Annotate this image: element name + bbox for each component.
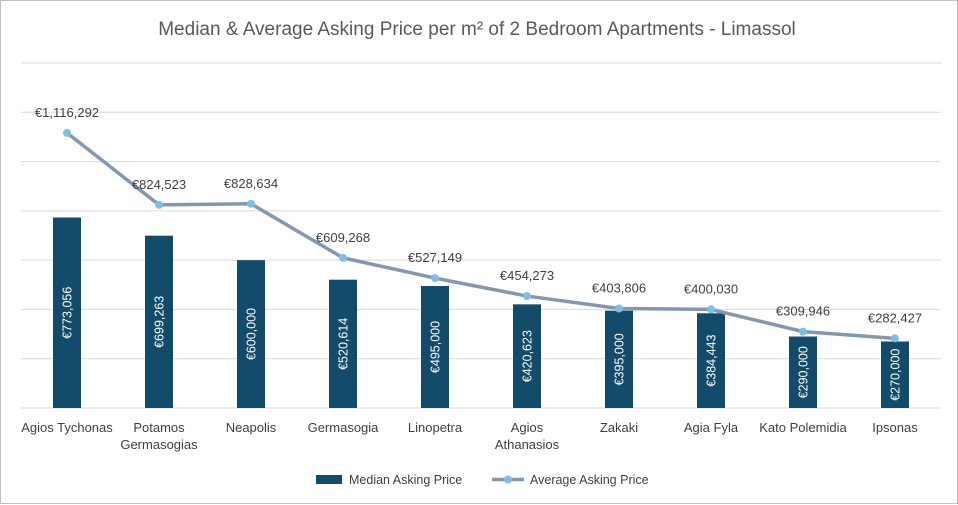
bar [421, 286, 449, 408]
legend-average-label: Average Asking Price [530, 473, 649, 487]
category-label: Linopetra [408, 420, 463, 435]
line-point [799, 327, 807, 336]
bar-data-label: €495,000 [429, 321, 443, 373]
legend-bar-swatch [316, 475, 342, 484]
bar-data-label: €395,000 [613, 333, 627, 385]
category-label: Germasogias [120, 437, 198, 452]
bar [329, 279, 357, 408]
bar-data-label: €290,000 [797, 346, 811, 398]
legend-median-label: Median Asking Price [349, 473, 462, 487]
line-data-label: €309,946 [776, 304, 830, 319]
bar [605, 310, 633, 408]
line-data-label: €1,116,292 [35, 105, 99, 120]
category-label: Agios Tychonas [21, 420, 113, 435]
bar [789, 336, 817, 408]
category-label: Agia Fyla [684, 420, 739, 435]
bar [513, 304, 541, 408]
bar-data-label: €600,000 [245, 308, 259, 360]
bar-data-label: €420,623 [521, 330, 535, 382]
bar [145, 235, 173, 408]
bar [237, 260, 265, 408]
line-data-label: €282,427 [868, 310, 922, 325]
category-label: Neapolis [226, 420, 277, 435]
line-point [707, 305, 715, 314]
line-point [155, 200, 163, 209]
category-label: Kato Polemidia [759, 420, 847, 435]
line-series: €1,116,292 €824,523 €828,634 €609,268 €527,1… [35, 105, 922, 343]
gridlines [21, 62, 941, 409]
bar-data-label: €270,000 [889, 349, 903, 401]
line-data-label: €454,273 [500, 268, 554, 283]
category-label: Athanasios [495, 437, 560, 452]
bar-data-label: €520,614 [337, 318, 351, 370]
line-data-label: €403,806 [592, 280, 646, 295]
legend-line-marker [504, 475, 512, 484]
category-label: Germasogia [308, 420, 380, 435]
bar-data-label: €773,056 [61, 287, 75, 339]
bar-series: €773,056 €699,263 €600,000 €520,614 €495,000… [53, 217, 909, 408]
line-point [63, 128, 71, 137]
category-axis: Agios Tychonas Potamos Germasogias Neapolis… [21, 420, 918, 452]
line-data-label: €400,030 [684, 281, 738, 296]
bar-data-label: €699,263 [153, 296, 167, 348]
line-point [247, 199, 255, 208]
line-path [65, 131, 896, 341]
line-point [523, 292, 531, 301]
bar [53, 217, 81, 408]
category-label: Potamos [133, 420, 185, 435]
line-data-label: €828,634 [224, 176, 278, 191]
line-data-label: €609,268 [316, 230, 370, 245]
line-point [431, 274, 439, 283]
category-label: Ipsonas [872, 420, 918, 435]
line-point [615, 304, 623, 313]
line-point [339, 253, 347, 262]
line-point [891, 334, 899, 343]
category-label: Zakaki [600, 420, 638, 435]
line-data-label: €824,523 [132, 177, 186, 192]
bar [697, 313, 725, 408]
bar-data-label: €384,443 [705, 335, 719, 387]
legend: Median Asking Price Average Asking Price [316, 473, 649, 487]
category-label: Agios [511, 420, 544, 435]
line-data-label: €527,149 [408, 250, 462, 265]
bar [881, 341, 909, 408]
chart-title: Median & Average Asking Price per m² of … [158, 19, 796, 40]
